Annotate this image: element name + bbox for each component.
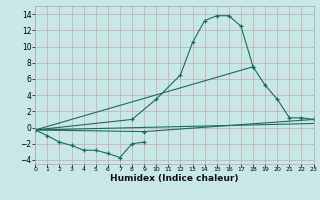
X-axis label: Humidex (Indice chaleur): Humidex (Indice chaleur) bbox=[110, 174, 239, 183]
